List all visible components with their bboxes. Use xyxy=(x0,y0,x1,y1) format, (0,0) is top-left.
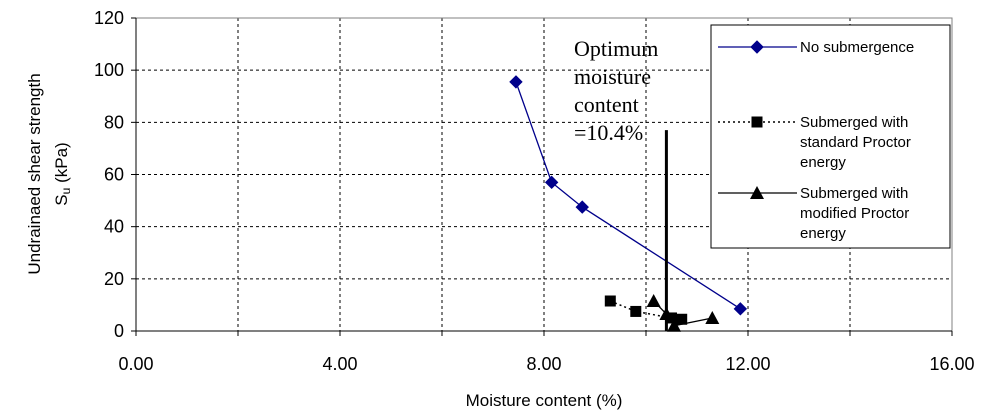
legend-entry-3-marker xyxy=(750,186,764,199)
x-tick-label: 4.00 xyxy=(322,354,357,374)
legend-entry-1: No submergence xyxy=(718,39,914,56)
legend-entry-2-label: energy xyxy=(800,154,846,171)
series-2-point xyxy=(604,295,616,307)
y-axis-label-symbol: S xyxy=(52,194,71,205)
series-2-line xyxy=(610,300,682,321)
y-tick-label: 20 xyxy=(104,269,124,289)
series-3-point xyxy=(705,310,720,324)
annotation: Optimum moisture content =10.4% xyxy=(574,36,668,331)
series-3-point xyxy=(667,318,682,332)
x-tick-label: 16.00 xyxy=(929,354,974,374)
series-1-point xyxy=(733,302,748,316)
series-3-point xyxy=(646,294,661,308)
y-axis-label-line2: Su (kPa) xyxy=(52,142,73,205)
series-1-line xyxy=(515,81,741,310)
series-1-point xyxy=(509,75,523,89)
axes: 0 20 40 60 80 100 120 0.00 4.00 8.00 12.00 16.00 xyxy=(94,8,975,374)
legend-entry-1-marker xyxy=(750,40,764,54)
legend-box xyxy=(710,24,951,249)
y-tick-label: 40 xyxy=(104,217,124,237)
legend-entry-3: Submerged with modified Proctor energy xyxy=(718,185,909,242)
y-tick-label: 0 xyxy=(114,321,124,341)
x-tick-label: 8.00 xyxy=(526,354,561,374)
y-tick-label: 100 xyxy=(94,60,124,80)
y-tick-label: 120 xyxy=(94,8,124,28)
x-tick-label: 0.00 xyxy=(118,354,153,374)
series-1-point xyxy=(544,175,559,190)
legend-entry-3-label: energy xyxy=(800,225,846,242)
x-tick-label: 12.00 xyxy=(725,354,770,374)
series-2-point xyxy=(676,313,688,325)
y-axis-label-line1: Undrainaed shear strength xyxy=(25,73,44,274)
x-axis-label: Moisture content (%) xyxy=(466,391,623,410)
y-tick-label: 60 xyxy=(104,165,124,185)
y-axis-label-unit: (kPa) xyxy=(52,142,71,187)
series-2-point xyxy=(630,305,642,317)
series-1-point xyxy=(575,200,589,214)
legend-entry-2-marker xyxy=(751,116,763,128)
legend-entry-3-label: modified Proctor xyxy=(800,205,909,222)
optimum-moisture-annotation-line: moisture xyxy=(574,64,651,89)
optimum-moisture-annotation-line: content xyxy=(574,92,639,117)
legend-entry-2-label: standard Proctor xyxy=(800,134,911,151)
series-1 xyxy=(509,75,748,316)
series-layer xyxy=(509,75,748,332)
legend: No submergence Submerged with standard Pro… xyxy=(710,24,951,249)
series-3 xyxy=(646,294,720,332)
legend-entry-2-label: Submerged with xyxy=(800,114,908,131)
legend-entry-1-label: No submergence xyxy=(800,39,914,56)
optimum-moisture-annotation-line: Optimum xyxy=(574,36,658,61)
y-tick-label: 80 xyxy=(104,112,124,132)
legend-entry-2: Submerged with standard Proctor energy xyxy=(718,114,911,171)
optimum-moisture-annotation-line: =10.4% xyxy=(574,120,643,145)
y-axis-label-subscript: u xyxy=(59,188,73,195)
legend-entry-3-label: Submerged with xyxy=(800,185,908,202)
